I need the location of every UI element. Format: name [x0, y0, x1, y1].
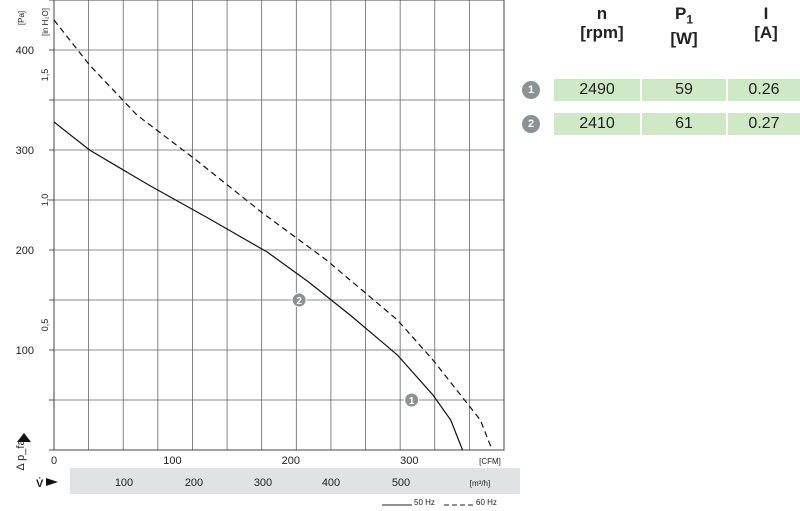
- header-n-symbol: n: [596, 4, 608, 23]
- y-axis-label: Δ p_fa: [15, 439, 27, 471]
- header-p1-unit: [W]: [670, 29, 698, 49]
- chart-curves: [53, 19, 493, 451]
- x-m3h-unit-label: [m³/h]: [470, 479, 490, 488]
- x-m3h-tick-label: 100: [115, 477, 133, 489]
- header-n: n [rpm]: [564, 4, 640, 42]
- x-m3h-tick-label: 200: [185, 477, 203, 489]
- x-cfm-tick-label: 200: [282, 455, 300, 467]
- x-cfm-tick-label: 0: [51, 455, 57, 467]
- operating-point-2: [291, 292, 307, 308]
- plot-frame: [53, 0, 505, 451]
- legend-dashed-swatch: [444, 504, 474, 506]
- x-m3h-tick-label: 500: [392, 477, 410, 489]
- x-cfm-tick-label: 100: [163, 455, 181, 467]
- x-axis-arrow: [46, 478, 58, 486]
- curve-60hz: [53, 19, 493, 451]
- operating-point-label-1: 1: [409, 396, 415, 407]
- x-cfm-unit-label: [CFM]: [479, 457, 501, 466]
- operating-point-label-2: 2: [296, 296, 302, 307]
- inh2o-unit-label: [in H₂O]: [41, 8, 50, 36]
- cell-i-2: 0.27: [728, 113, 800, 135]
- header-i: I [A]: [728, 4, 800, 42]
- cell-n-2: 2410: [554, 113, 640, 135]
- axis-labels: 100 200 300 400 [Pa] [in H₂O] 0,5 1,0 1,5 Δ p_fa 0…: [15, 8, 501, 490]
- header-i-unit: [A]: [754, 23, 778, 42]
- legend-solid-label: 50 Hz: [414, 498, 435, 507]
- header-n-unit: [rpm]: [580, 23, 624, 42]
- curve-50hz: [53, 121, 464, 451]
- x-m3h-tick-label: 300: [254, 477, 272, 489]
- y-tick-label: 200: [16, 245, 34, 257]
- header-p1: P1 [W]: [646, 4, 722, 48]
- x-m3h-tick-label: 400: [322, 477, 340, 489]
- cell-i-1: 0.26: [728, 79, 800, 101]
- row-badge-1: 1: [522, 81, 540, 99]
- operating-point-1: [404, 392, 420, 408]
- legend-dashed-label: 60 Hz: [476, 498, 497, 507]
- cell-n-1: 2490: [554, 79, 640, 101]
- y-axis-arrow: [17, 433, 31, 442]
- inh2o-tick-label: 1,0: [40, 194, 50, 207]
- inh2o-tick-label: 1,5: [40, 69, 50, 82]
- header-p1-sub: 1: [686, 12, 694, 27]
- performance-table: n [rpm] P1 [W] I [A] 1 2490 59 0.26 2 24…: [520, 0, 800, 140]
- x-cfm-tick-label: 300: [400, 455, 418, 467]
- y-unit-label: [Pa]: [17, 11, 26, 25]
- y-tick-label: 300: [16, 145, 34, 157]
- inh2o-tick-label: 0,5: [40, 319, 50, 332]
- header-i-symbol: I: [763, 4, 769, 23]
- x-axis-label: V̇: [36, 477, 44, 490]
- cell-p1-2: 61: [642, 113, 726, 135]
- operating-points: 12: [291, 292, 420, 408]
- row-badge-2: 2: [522, 115, 540, 133]
- legend-solid-swatch: [382, 504, 412, 506]
- y-tick-label: 100: [16, 345, 34, 357]
- m3h-axis-band: [70, 468, 520, 494]
- y-tick-label: 400: [16, 45, 34, 57]
- cell-p1-1: 59: [642, 79, 726, 101]
- chart-grid: [49, 0, 520, 494]
- header-p1-symbol: P: [674, 4, 687, 23]
